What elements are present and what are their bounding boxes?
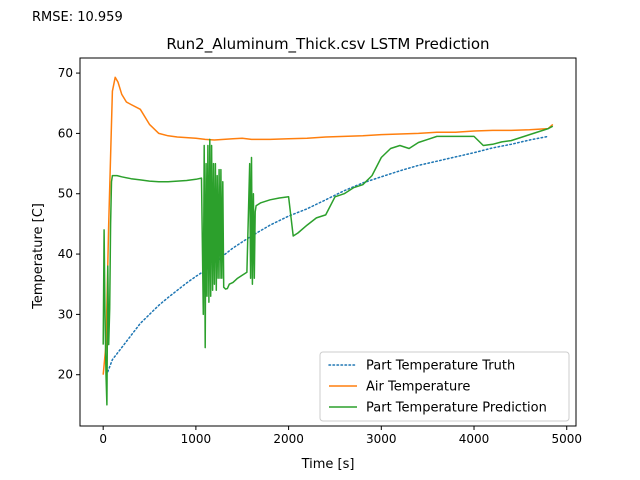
plot-frame bbox=[79, 57, 577, 427]
x-tick-label: 5000 bbox=[551, 432, 582, 446]
x-axis-label: Time [s] bbox=[301, 457, 355, 472]
x-tick-label: 3000 bbox=[366, 432, 397, 446]
chart-title: Run2_Aluminum_Thick.csv LSTM Prediction bbox=[166, 35, 489, 54]
series-line-2 bbox=[102, 76, 554, 375]
legend-label: Air Temperature bbox=[366, 380, 470, 395]
y-axis-label: Temperature [C] bbox=[31, 203, 46, 310]
x-tick-label: 2000 bbox=[273, 432, 304, 446]
series-line-3 bbox=[102, 125, 554, 406]
series-line-1 bbox=[107, 135, 549, 373]
x-tick-label: 0 bbox=[99, 432, 107, 446]
axes: 0 1000 2000 3000 4000 5000 20 30 40 50 60 70 bbox=[58, 66, 582, 446]
y-tick-label: 30 bbox=[58, 307, 73, 321]
y-tick-label: 60 bbox=[58, 126, 73, 140]
legend-label: Part Temperature Prediction bbox=[366, 401, 547, 416]
y-tick-label: 50 bbox=[58, 187, 73, 201]
x-tick-label: 4000 bbox=[459, 432, 490, 446]
y-tick-label: 20 bbox=[58, 368, 73, 382]
legend-label: Part Temperature Truth bbox=[366, 359, 515, 374]
legend: Part Temperature Truth Air Temperature Par… bbox=[319, 351, 570, 422]
x-tick-label: 1000 bbox=[181, 432, 212, 446]
rmse-annotation: RMSE: 10.959 bbox=[32, 10, 123, 25]
y-tick-label: 40 bbox=[58, 247, 73, 261]
plot-area bbox=[102, 76, 554, 406]
y-tick-label: 70 bbox=[58, 66, 73, 80]
legend-box bbox=[319, 351, 570, 422]
